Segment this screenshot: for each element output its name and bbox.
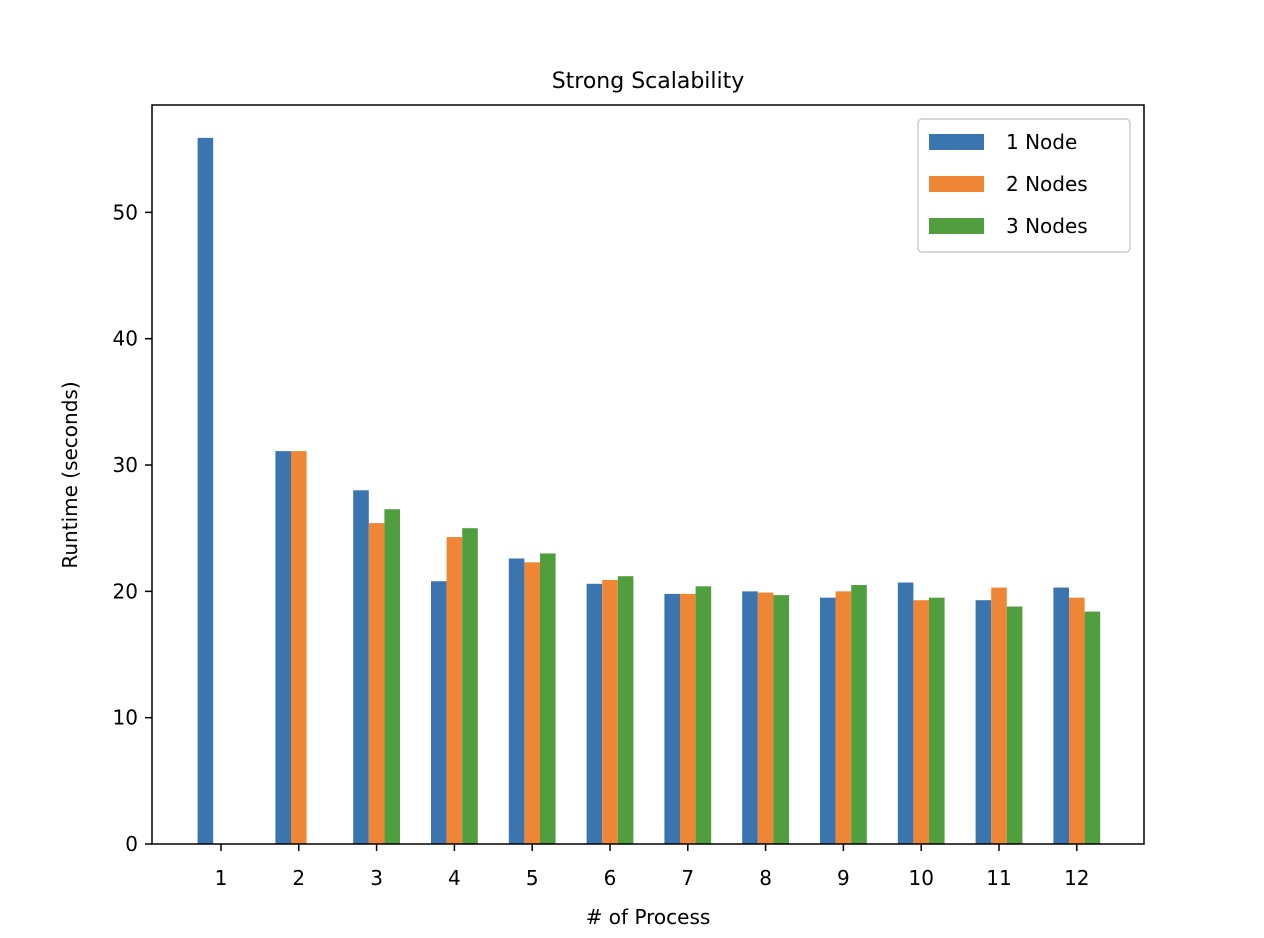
x-tick-label: 8 <box>759 866 772 890</box>
bar-1-node-12 <box>1053 587 1069 844</box>
legend-swatch <box>929 176 984 192</box>
bar-2-nodes-12 <box>1069 597 1085 844</box>
bar-3-nodes-7 <box>695 586 712 844</box>
bar-2-nodes-9 <box>835 591 852 844</box>
bar-3-nodes-3 <box>384 509 400 844</box>
y-axis-label: Runtime (seconds) <box>58 381 82 568</box>
bar-3-nodes-11 <box>1006 606 1023 844</box>
y-tick-label: 30 <box>113 453 138 477</box>
legend-swatch <box>929 134 984 150</box>
bar-2-nodes-6 <box>602 579 618 844</box>
x-tick-label: 10 <box>908 866 933 890</box>
x-tick-label: 5 <box>526 866 539 890</box>
x-tick-label: 7 <box>681 866 694 890</box>
legend-label: 1 Node <box>1006 130 1077 154</box>
bar-3-nodes-4 <box>462 528 478 844</box>
legend-swatch <box>929 218 984 234</box>
y-tick-label: 0 <box>125 832 138 856</box>
x-tick-label: 12 <box>1064 866 1089 890</box>
bar-1-node-10 <box>897 582 914 844</box>
x-tick-label: 9 <box>837 866 850 890</box>
bar-1-node-2 <box>275 451 291 844</box>
bar-1-node-4 <box>431 581 447 844</box>
bar-2-nodes-2 <box>291 451 307 844</box>
bar-3-nodes-9 <box>851 585 867 844</box>
bar-2-nodes-10 <box>913 600 929 844</box>
bar-1-node-6 <box>586 583 603 844</box>
x-axis-label: # of Process <box>586 905 711 929</box>
bar-1-node-7 <box>664 593 680 844</box>
y-axis: 0 10 20 30 40 50 <box>113 200 152 856</box>
bar-2-nodes-8 <box>757 592 774 844</box>
x-tick-label: 4 <box>448 866 461 890</box>
bar-2-nodes-7 <box>680 593 696 844</box>
x-tick-label: 3 <box>370 866 383 890</box>
bar-2-nodes-11 <box>991 587 1007 844</box>
x-tick-label: 6 <box>604 866 617 890</box>
bar-1-node-11 <box>975 600 992 844</box>
y-tick-label: 40 <box>113 327 138 351</box>
legend: 1 Node 2 Nodes 3 Nodes <box>917 118 1131 253</box>
bar-3-nodes-8 <box>773 595 789 844</box>
bar-3-nodes-12 <box>1084 611 1101 844</box>
bar-1-node-8 <box>742 591 758 844</box>
x-tick-label: 11 <box>986 866 1011 890</box>
bar-3-nodes-5 <box>540 553 556 844</box>
legend-label: 3 Nodes <box>1006 214 1088 238</box>
legend-label: 2 Nodes <box>1006 172 1088 196</box>
y-tick-label: 20 <box>113 579 138 603</box>
bar-2-nodes-4 <box>446 537 463 844</box>
bar-1-node-5 <box>508 558 525 844</box>
y-tick-label: 10 <box>113 706 138 730</box>
bars <box>197 137 1101 845</box>
plot-frame <box>151 104 1145 845</box>
bar-1-node-1 <box>197 137 214 845</box>
bar-1-node-9 <box>820 597 836 844</box>
bar-3-nodes-10 <box>929 597 945 844</box>
x-tick-label: 2 <box>292 866 305 890</box>
bar-3-nodes-6 <box>617 576 634 844</box>
chart-title: Strong Scalability <box>552 69 745 94</box>
bar-1-node-3 <box>353 490 369 844</box>
x-axis: 1 2 3 4 5 6 7 8 9 10 11 12 <box>215 844 1090 890</box>
y-tick-label: 50 <box>113 200 138 224</box>
x-tick-label: 1 <box>215 866 228 890</box>
bar-2-nodes-3 <box>368 523 385 844</box>
bar-2-nodes-5 <box>524 562 540 844</box>
